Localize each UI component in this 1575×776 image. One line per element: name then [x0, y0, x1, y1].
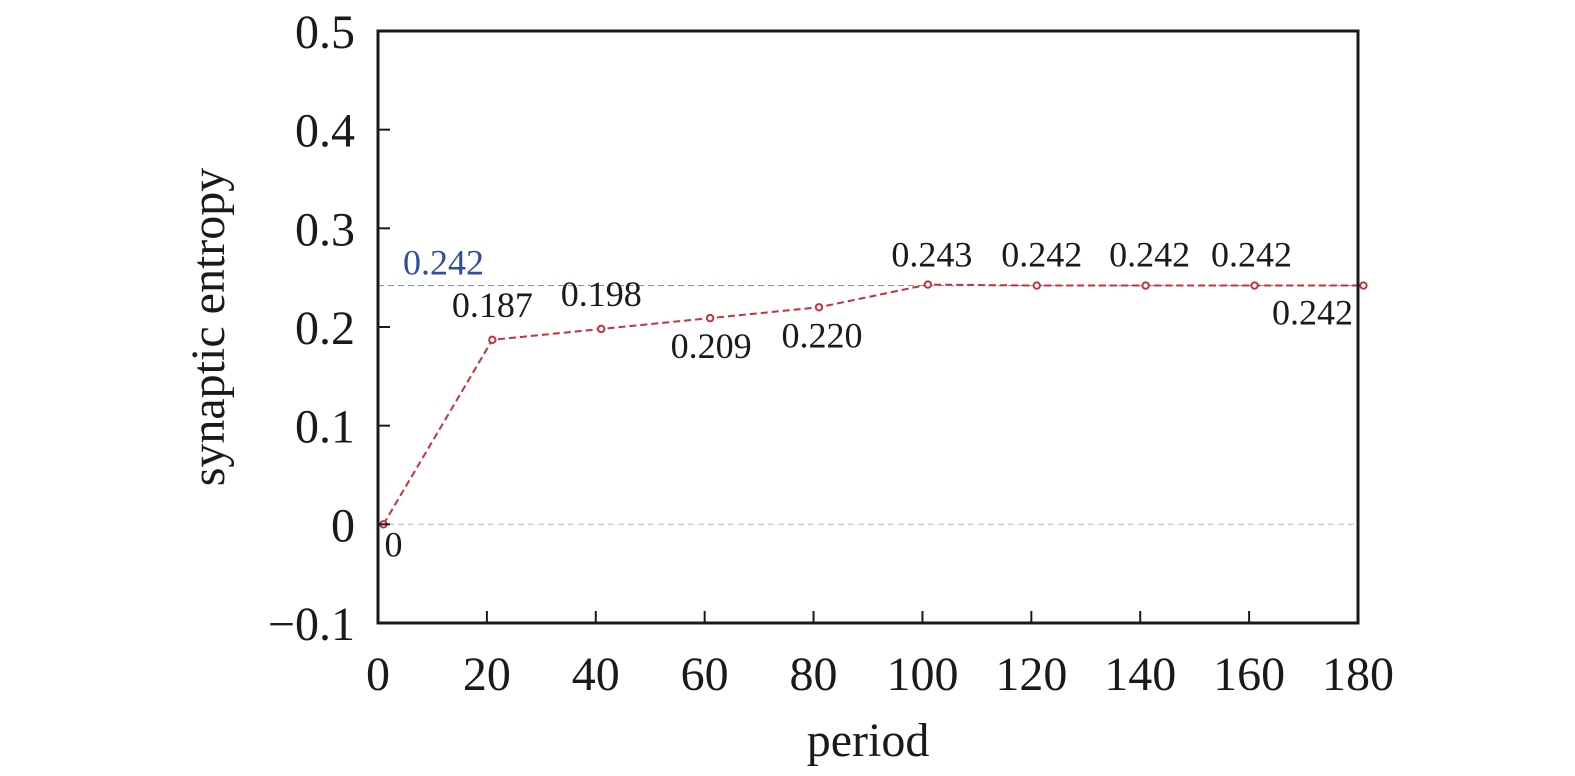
x-tick-label: 100 [886, 648, 958, 701]
data-label: 0.209 [671, 326, 752, 366]
y-tick-label: 0.5 [295, 6, 355, 59]
x-tick-label: 20 [463, 648, 511, 701]
x-tick-label: 0 [366, 648, 390, 701]
data-label: 0.198 [561, 274, 642, 314]
data-point [814, 303, 824, 312]
data-point [1032, 281, 1041, 290]
data-point [488, 335, 497, 345]
data-label: 0.220 [782, 315, 863, 355]
data-label: 0.243 [891, 235, 972, 275]
data-label: 0.242 [1272, 293, 1353, 333]
data-labels: 0.242 0 0.187 0.198 0.209 0.220 0.243 0.242 0.24… [384, 235, 1353, 565]
x-tick-label: 40 [572, 648, 620, 701]
x-tick-label: 140 [1104, 648, 1176, 701]
x-tick-label: 160 [1213, 648, 1285, 701]
series-layer [379, 280, 1368, 529]
data-label: 0.242 [1109, 235, 1190, 275]
data-label: 0.187 [452, 285, 533, 325]
data-point [1141, 281, 1150, 290]
y-axis-title: synaptic entropy [182, 168, 235, 487]
y-tick-label: 0.4 [295, 105, 355, 158]
data-point [923, 280, 933, 289]
x-tick-label: 180 [1322, 648, 1394, 701]
x-tick-label: 120 [995, 648, 1067, 701]
data-point [705, 313, 715, 323]
data-label: 0.242 [1001, 235, 1082, 275]
data-label: 0 [384, 524, 402, 564]
series-line [382, 283, 1364, 525]
axis-ticks: 0 20 40 60 80 100 120 140 160 180−0.100.10.20.30.… [268, 6, 1394, 701]
plot-frame [376, 29, 1360, 625]
x-axis-title: period [807, 714, 930, 767]
y-tick-label: 0.2 [295, 302, 355, 355]
x-tick-label: 60 [681, 648, 729, 701]
x-tick-label: 80 [790, 648, 838, 701]
y-tick-label: 0.3 [295, 203, 355, 256]
y-tick-label: 0.1 [295, 401, 355, 454]
data-point [597, 324, 606, 334]
data-label: 0.242 [1211, 235, 1292, 275]
y-tick-label: 0 [331, 499, 355, 552]
reference-lines [378, 284, 1358, 525]
y-tick-label: −0.1 [268, 598, 355, 651]
data-point [1250, 281, 1259, 290]
reference-line-label: 0.242 [403, 243, 484, 283]
data-point [1359, 281, 1368, 290]
